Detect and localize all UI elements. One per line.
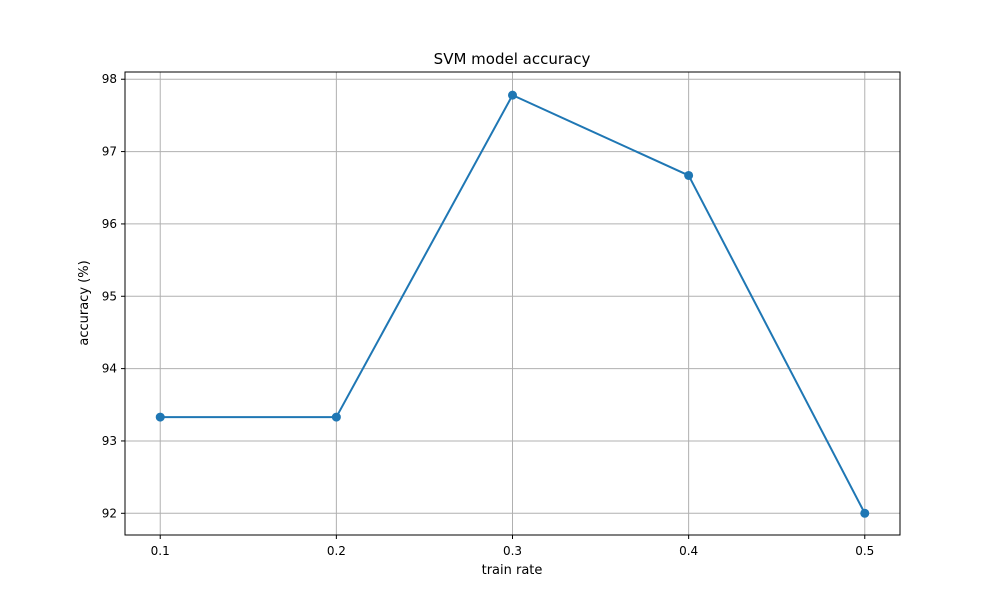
y-tick-label: 96 [102, 217, 117, 231]
y-axis-label: accuracy (%) [77, 260, 92, 345]
x-axis-label: train rate [482, 563, 543, 578]
y-tick-label: 95 [102, 289, 117, 303]
y-axis: 92 93 94 95 96 97 98 [102, 72, 125, 520]
series-layer [155, 90, 870, 518]
x-tick-label: 0.1 [151, 544, 170, 558]
y-tick-label: 93 [102, 434, 117, 448]
data-point [331, 412, 341, 422]
x-tick-label: 0.2 [327, 544, 346, 558]
y-tick-label: 92 [102, 506, 117, 520]
data-point [684, 170, 694, 180]
grid [125, 72, 900, 535]
data-point [508, 90, 517, 100]
chart-title: SVM model accuracy [434, 50, 591, 68]
x-axis: 0.1 0.2 0.3 0.4 0.5 [151, 535, 874, 558]
x-tick-label: 0.4 [679, 544, 698, 558]
y-tick-label: 94 [102, 362, 117, 376]
x-tick-label: 0.3 [503, 544, 522, 558]
data-point [860, 508, 870, 518]
data-point [155, 412, 165, 422]
x-tick-label: 0.5 [855, 544, 874, 558]
y-tick-label: 98 [102, 72, 117, 86]
y-tick-label: 97 [102, 145, 117, 159]
